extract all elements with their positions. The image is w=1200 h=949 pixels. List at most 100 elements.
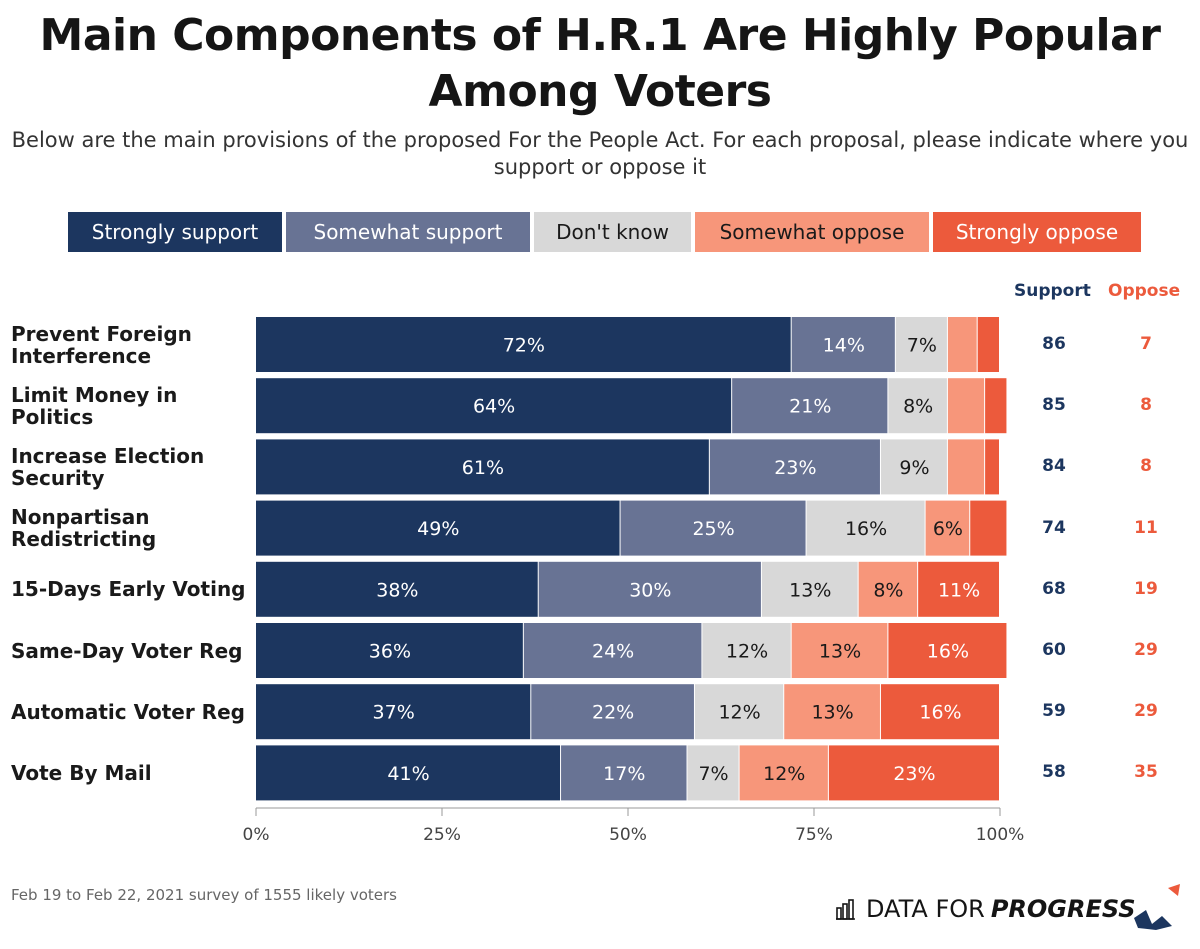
bar-strongly-oppose-automatic-voter-reg (880, 684, 999, 740)
oppose-value-nonpartisan-redistricting: 11 (1134, 517, 1158, 538)
bar-somewhat-support-limit-money-in-politics (732, 378, 888, 434)
bar-label-strongly-support-limit-money-in-politics: 64% (473, 396, 515, 418)
bar-somewhat-support-automatic-voter-reg (531, 684, 694, 740)
x-tick-label: 100% (976, 825, 1025, 845)
chart-title: Main Components of H.R.1 Are Highly Popu… (39, 10, 1161, 117)
bar-label-somewhat-oppose-automatic-voter-reg: 13% (811, 702, 853, 724)
bar-don-t-know-15-days-early-voting (761, 561, 858, 617)
bar-don-t-know-limit-money-in-politics (888, 378, 947, 434)
bar-label-don-t-know-nonpartisan-redistricting: 16% (845, 518, 887, 540)
row-label-prevent-foreign-interference: Prevent Foreign Interference (11, 321, 192, 368)
oppose-value-same-day-voter-reg: 29 (1134, 640, 1158, 660)
legend-strongly-oppose: Strongly oppose (933, 212, 1141, 252)
bar-label-somewhat-support-same-day-voter-reg: 24% (592, 641, 634, 663)
bar-somewhat-support-nonpartisan-redistricting (620, 500, 806, 556)
bar-strongly-oppose-nonpartisan-redistricting (970, 500, 1007, 556)
bar-don-t-know-prevent-foreign-interference (895, 317, 947, 372)
support-value-increase-election-security: 84 (1042, 456, 1066, 477)
bar-chart-icon (836, 899, 855, 920)
bar-somewhat-oppose-15-days-early-voting (858, 561, 918, 617)
bar-somewhat-support-prevent-foreign-interference (791, 317, 895, 372)
bar-strongly-support-automatic-voter-reg (256, 684, 531, 740)
bar-somewhat-support-increase-election-security (709, 439, 880, 495)
bar-strongly-oppose-same-day-voter-reg (888, 623, 1007, 678)
bar-somewhat-oppose-increase-election-security (947, 439, 985, 495)
oppose-value-prevent-foreign-interference: 7 (1140, 334, 1152, 354)
bar-label-don-t-know-automatic-voter-reg: 12% (718, 702, 760, 724)
row-label-same-day-voter-reg: Same-Day Voter Reg (11, 638, 243, 663)
bar-somewhat-support-vote-by-mail (561, 745, 687, 801)
oppose-value-limit-money-in-politics: 8 (1140, 395, 1152, 416)
support-value-prevent-foreign-interference: 86 (1042, 334, 1066, 354)
bar-label-somewhat-support-vote-by-mail: 17% (603, 763, 645, 785)
bar-label-don-t-know-vote-by-mail: 7% (698, 763, 728, 785)
bar-label-somewhat-oppose-same-day-voter-reg: 13% (819, 641, 861, 663)
bar-label-somewhat-support-nonpartisan-redistricting: 25% (692, 518, 734, 540)
support-column-header: Support (1014, 281, 1091, 301)
bar-label-strongly-oppose-vote-by-mail: 23% (893, 763, 935, 785)
bar-strongly-oppose-increase-election-security (985, 439, 999, 495)
bar-label-somewhat-support-15-days-early-voting: 30% (629, 579, 671, 601)
oppose-value-vote-by-mail: 35 (1134, 762, 1158, 783)
bar-label-somewhat-support-limit-money-in-politics: 21% (789, 396, 831, 418)
bar-somewhat-oppose-automatic-voter-reg (784, 684, 880, 740)
row-label-15-days-early-voting: 15-Days Early Voting (11, 577, 246, 602)
x-tick-label: 50% (609, 825, 647, 845)
bar-strongly-oppose-vote-by-mail (828, 745, 999, 801)
bar-label-strongly-oppose-automatic-voter-reg: 16% (919, 702, 961, 724)
bar-don-t-know-nonpartisan-redistricting (806, 500, 925, 556)
bar-label-strongly-support-15-days-early-voting: 38% (376, 579, 418, 601)
bar-label-somewhat-support-increase-election-security: 23% (774, 457, 816, 479)
survey-footnote: Feb 19 to Feb 22, 2021 survey of 1555 li… (11, 886, 397, 904)
row-label-increase-election-security: Increase Election Security (11, 443, 205, 490)
vote-save-america-logo (1134, 884, 1180, 930)
x-tick-label: 25% (423, 825, 461, 845)
bar-somewhat-support-15-days-early-voting (538, 561, 761, 617)
bar-strongly-support-increase-election-security (256, 439, 709, 495)
bar-label-don-t-know-same-day-voter-reg: 12% (726, 641, 768, 663)
bar-don-t-know-same-day-voter-reg (702, 623, 791, 678)
bar-strongly-support-same-day-voter-reg (256, 623, 523, 678)
bar-somewhat-support-same-day-voter-reg (523, 623, 702, 678)
bar-strongly-oppose-15-days-early-voting (918, 561, 999, 617)
legend-strongly-support: Strongly support (68, 212, 282, 252)
row-label-limit-money-in-politics: Limit Money in Politics (11, 382, 178, 429)
bar-somewhat-oppose-nonpartisan-redistricting (925, 500, 970, 556)
bar-strongly-support-nonpartisan-redistricting (256, 500, 620, 556)
bar-strongly-support-prevent-foreign-interference (256, 317, 791, 372)
bar-label-somewhat-oppose-vote-by-mail: 12% (763, 763, 805, 785)
bar-label-don-t-know-15-days-early-voting: 13% (789, 579, 831, 601)
bar-don-t-know-increase-election-security (880, 439, 947, 495)
legend-somewhat-support: Somewhat support (286, 212, 530, 252)
oppose-value-15-days-early-voting: 19 (1134, 578, 1158, 599)
bar-somewhat-oppose-limit-money-in-politics (947, 378, 985, 434)
support-value-nonpartisan-redistricting: 74 (1042, 517, 1066, 538)
support-value-same-day-voter-reg: 60 (1042, 640, 1066, 660)
bar-strongly-support-vote-by-mail (256, 745, 561, 801)
bar-label-strongly-support-automatic-voter-reg: 37% (373, 702, 415, 724)
bar-somewhat-oppose-same-day-voter-reg (791, 623, 888, 678)
chart-subtitle: Below are the main provisions of the pro… (11, 128, 1189, 179)
bar-strongly-oppose-prevent-foreign-interference (977, 317, 999, 372)
bar-strongly-oppose-limit-money-in-politics (985, 378, 1007, 434)
bar-label-strongly-support-increase-election-security: 61% (462, 457, 504, 479)
row-label-vote-by-mail: Vote By Mail (11, 760, 152, 785)
oppose-value-increase-election-security: 8 (1140, 456, 1152, 477)
bar-label-strongly-support-prevent-foreign-interference: 72% (503, 335, 545, 357)
x-tick-label: 75% (795, 825, 833, 845)
bar-label-somewhat-support-automatic-voter-reg: 22% (592, 702, 634, 724)
legend-dont-know: Don't know (534, 212, 691, 252)
support-value-limit-money-in-politics: 85 (1042, 395, 1066, 416)
bar-label-somewhat-oppose-15-days-early-voting: 8% (873, 579, 903, 601)
bar-label-don-t-know-increase-election-security: 9% (899, 457, 929, 479)
row-label-nonpartisan-redistricting: Nonpartisan Redistricting (11, 505, 157, 552)
bar-somewhat-oppose-prevent-foreign-interference (947, 317, 977, 372)
support-value-automatic-voter-reg: 59 (1042, 701, 1066, 722)
bar-label-don-t-know-prevent-foreign-interference: 7% (907, 335, 937, 357)
x-tick-label: 0% (243, 825, 270, 845)
data-for-progress-logo: DATA FOR PROGRESS (836, 895, 1136, 923)
bar-label-strongly-support-same-day-voter-reg: 36% (369, 641, 411, 663)
legend: Strongly support Somewhat support Don't … (68, 212, 1141, 252)
bar-label-strongly-oppose-15-days-early-voting: 11% (938, 579, 980, 601)
bar-label-somewhat-oppose-nonpartisan-redistricting: 6% (933, 518, 963, 540)
